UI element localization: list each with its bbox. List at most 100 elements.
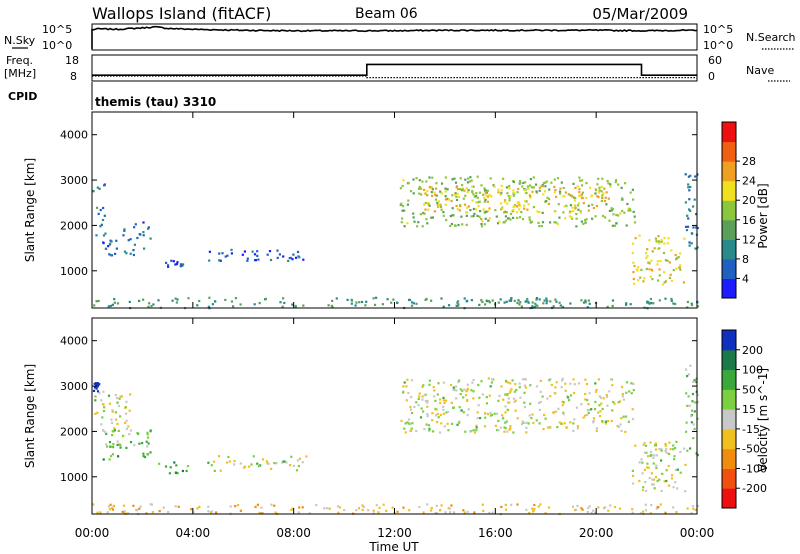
data-cell [409,190,413,193]
data-cell [531,305,534,308]
data-cell [471,185,474,188]
data-cell [224,255,227,258]
data-cell [92,503,95,506]
data-cell [476,214,479,217]
data-cell [109,503,112,506]
data-cell [423,212,426,215]
data-cell [440,182,444,185]
data-cell [569,394,573,397]
data-cell [103,184,106,187]
data-cell [179,263,183,266]
data-cell [258,302,261,305]
data-cell [665,451,668,454]
data-cell [545,302,548,305]
data-cell [684,173,687,176]
data-cell [149,430,152,433]
data-cell [461,223,464,226]
data-cell [539,503,542,506]
data-cell [529,402,532,405]
data-cell [679,471,682,474]
data-cell [100,223,103,226]
data-cell [330,304,333,307]
data-cell [532,186,535,189]
data-cell [691,505,694,508]
data-cell [94,412,97,415]
data-cell [133,243,136,246]
data-cell [455,204,458,208]
data-cell [218,252,221,255]
data-cell [439,398,442,401]
data-cell [454,192,457,195]
data-cell [400,202,403,205]
data-cell [493,412,496,415]
data-cell [506,192,509,195]
data-cell [506,408,509,412]
data-cell [644,503,647,506]
data-cell [538,401,541,404]
data-cell [524,181,527,184]
data-cell [563,422,566,425]
data-cell [143,456,147,459]
data-cell [500,189,503,192]
data-cell [302,304,305,307]
data-cell [415,302,418,305]
data-cell [478,215,481,218]
data-cell [661,472,664,475]
data-cell [531,301,534,304]
data-cell [456,423,459,426]
data-cell [452,406,455,409]
data-cell [116,302,120,305]
data-cell [426,413,429,416]
data-cell [679,268,682,271]
data-cell [596,195,599,198]
data-cell [385,509,388,512]
data-cell [444,195,447,198]
data-cell [569,421,572,424]
data-cell [276,249,279,252]
nave-label: Nave [746,64,774,77]
y-tick-label: 4000 [60,129,88,142]
data-cell [645,489,648,493]
data-cell [477,205,480,208]
data-cell [576,425,579,428]
data-cell [475,426,478,429]
data-cell [632,382,635,385]
data-cell [362,505,365,509]
data-cell [96,511,99,514]
data-cell [695,226,698,229]
data-cell [561,404,564,407]
data-cell [645,451,648,454]
data-cell [494,424,498,427]
data-cell [275,462,278,465]
data-cell [523,384,526,387]
data-cell [430,191,433,194]
data-cell [102,403,105,406]
data-cell [96,384,99,388]
data-cell [562,413,565,416]
data-cell [499,426,502,429]
data-cell [504,405,507,408]
data-cell [590,408,593,411]
data-cell [646,301,649,304]
data-cell [573,383,576,386]
data-cell [296,459,299,462]
data-cell [529,184,532,187]
data-cell [695,380,698,384]
data-cell [502,417,505,420]
data-cell [428,379,431,382]
data-cell [478,303,481,306]
data-cell [504,393,507,396]
data-cell [504,427,507,430]
data-cell [623,211,626,214]
data-cell [509,382,512,385]
data-cell [499,298,502,301]
data-cell [442,405,445,408]
data-cell [440,504,443,507]
data-cell [616,424,619,428]
data-cell [422,211,425,215]
data-cell [261,458,265,461]
data-cell [611,224,614,227]
y-tick-label: 1000 [60,265,88,278]
data-cell [520,305,523,308]
